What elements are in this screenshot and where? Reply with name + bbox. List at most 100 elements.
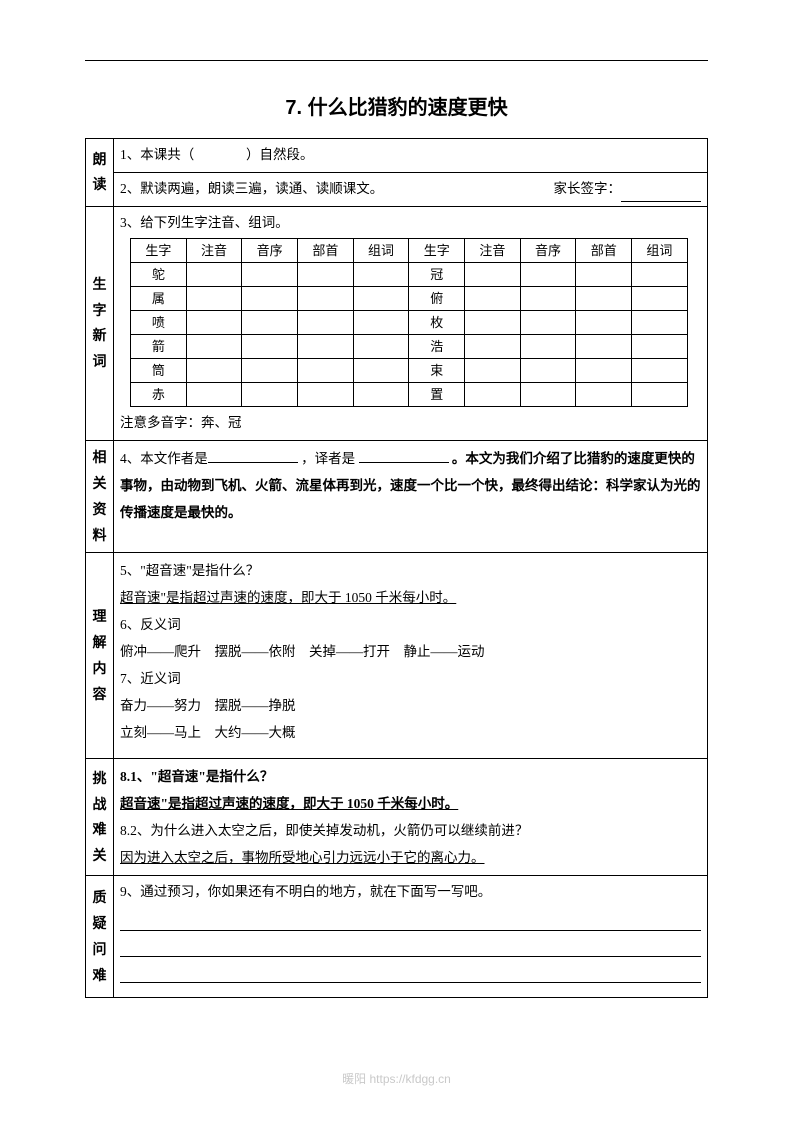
section-label-lijie: 理解内容 bbox=[86, 553, 114, 759]
a7b: 立刻——马上 大约——大概 bbox=[120, 719, 701, 746]
q2-text: 2、默读两遍，朗读三遍，读通、读顺课文。 bbox=[120, 177, 383, 202]
vocab-char: 鸵 bbox=[131, 262, 187, 286]
vocab-header: 部首 bbox=[298, 238, 354, 262]
sig-label: 家长签字： bbox=[554, 181, 622, 196]
vocab-blank[interactable] bbox=[298, 262, 354, 286]
vocab-blank[interactable] bbox=[520, 382, 576, 406]
vocab-blank[interactable] bbox=[465, 358, 521, 382]
a82: 因为进入太空之后，事物所受地心引力远远小于它的离心力。 bbox=[120, 850, 485, 865]
vocab-blank[interactable] bbox=[242, 310, 298, 334]
vocab-blank[interactable] bbox=[576, 334, 632, 358]
vocab-blank[interactable] bbox=[465, 262, 521, 286]
vocab-blank[interactable] bbox=[576, 358, 632, 382]
vocab-blank[interactable] bbox=[298, 310, 354, 334]
vocab-blank[interactable] bbox=[465, 310, 521, 334]
section-label-tiaozhan: 挑战难关 bbox=[86, 759, 114, 876]
vocab-header: 生字 bbox=[131, 238, 187, 262]
q3-intro: 3、给下列生字注音、组词。 bbox=[120, 211, 701, 236]
vocab-blank[interactable] bbox=[576, 262, 632, 286]
vocab-char: 枚 bbox=[409, 310, 465, 334]
vocab-blank[interactable] bbox=[353, 286, 409, 310]
vocab-blank[interactable] bbox=[186, 334, 242, 358]
vocab-blank[interactable] bbox=[520, 262, 576, 286]
answer-line-2[interactable] bbox=[120, 935, 701, 957]
vocab-blank[interactable] bbox=[298, 286, 354, 310]
q4-a: 4、本文作者是 bbox=[120, 451, 208, 466]
vocab-blank[interactable] bbox=[520, 334, 576, 358]
vocab-blank[interactable] bbox=[298, 382, 354, 406]
vocab-header: 部首 bbox=[576, 238, 632, 262]
vocab-blank[interactable] bbox=[576, 382, 632, 406]
vocab-blank[interactable] bbox=[242, 358, 298, 382]
translator-blank[interactable] bbox=[359, 449, 449, 463]
vocab-blank[interactable] bbox=[186, 310, 242, 334]
vocab-blank[interactable] bbox=[186, 382, 242, 406]
signature-area[interactable]: 家长签字： bbox=[554, 177, 702, 202]
q81: 8.1、"超音速"是指什么？ bbox=[120, 763, 701, 790]
vocab-header: 音序 bbox=[520, 238, 576, 262]
vocab-char: 束 bbox=[409, 358, 465, 382]
q5: 5、"超音速"是指什么？ bbox=[120, 557, 701, 584]
vocab-blank[interactable] bbox=[242, 334, 298, 358]
polyphone-note: 注意多音字：奔、冠 bbox=[120, 411, 701, 436]
vocab-header: 注音 bbox=[465, 238, 521, 262]
vocab-blank[interactable] bbox=[632, 262, 688, 286]
a5: 超音速"是指超过声速的速度，即大于 1050 千米每小时。 bbox=[120, 584, 701, 611]
vocab-char: 箭 bbox=[131, 334, 187, 358]
vocab-blank[interactable] bbox=[632, 334, 688, 358]
vocab-blank[interactable] bbox=[520, 286, 576, 310]
vocab-blank[interactable] bbox=[520, 310, 576, 334]
vocab-blank[interactable] bbox=[465, 286, 521, 310]
vocab-blank[interactable] bbox=[576, 310, 632, 334]
vocab-blank[interactable] bbox=[632, 358, 688, 382]
section-label-langdu: 朗读 bbox=[86, 139, 114, 207]
langdu-line2: 2、默读两遍，朗读三遍，读通、读顺课文。 家长签字： bbox=[114, 172, 708, 206]
langdu-line1: 1、本课共（ ）自然段。 bbox=[114, 139, 708, 173]
author-blank[interactable] bbox=[208, 449, 298, 463]
page-title: 7. 什么比猎豹的速度更快 bbox=[85, 91, 708, 120]
vocab-blank[interactable] bbox=[465, 382, 521, 406]
vocab-blank[interactable] bbox=[242, 262, 298, 286]
a81: 超音速"是指超过声速的速度，即大于 1050 千米每小时。 bbox=[120, 796, 458, 811]
main-table: 朗读 1、本课共（ ）自然段。 2、默读两遍，朗读三遍，读通、读顺课文。 家长签… bbox=[85, 138, 708, 998]
vocab-blank[interactable] bbox=[186, 262, 242, 286]
worksheet-page: 7. 什么比猎豹的速度更快 朗读 1、本课共（ ）自然段。 2、默读两遍，朗读三… bbox=[0, 0, 793, 1048]
top-rule bbox=[85, 60, 708, 61]
vocab-blank[interactable] bbox=[186, 358, 242, 382]
page-footer: 暖阳 https://kfdgg.cn bbox=[0, 1070, 793, 1087]
vocab-header: 组词 bbox=[353, 238, 409, 262]
vocab-blank[interactable] bbox=[520, 358, 576, 382]
vocab-blank[interactable] bbox=[632, 310, 688, 334]
tiaozhan-cell: 8.1、"超音速"是指什么？ 超音速"是指超过声速的速度，即大于 1050 千米… bbox=[114, 759, 708, 876]
answer-line-1[interactable] bbox=[120, 909, 701, 931]
vocab-blank[interactable] bbox=[353, 358, 409, 382]
vocab-blank[interactable] bbox=[353, 382, 409, 406]
vocab-blank[interactable] bbox=[632, 382, 688, 406]
vocab-blank[interactable] bbox=[353, 310, 409, 334]
vocab-blank[interactable] bbox=[298, 334, 354, 358]
vocab-table: 生字注音音序部首组词生字注音音序部首组词鸵冠属俯喷枚箭浩筒束赤置 bbox=[130, 238, 688, 407]
sig-line[interactable] bbox=[621, 201, 701, 202]
vocab-blank[interactable] bbox=[186, 286, 242, 310]
answer-line-3[interactable] bbox=[120, 961, 701, 983]
vocab-blank[interactable] bbox=[353, 334, 409, 358]
vocab-header: 生字 bbox=[409, 238, 465, 262]
zhiyi-cell: 9、通过预习，你如果还有不明白的地方，就在下面写一写吧。 bbox=[114, 876, 708, 998]
q82: 8.2、为什么进入太空之后，即使关掉发动机，火箭仍可以继续前进？ bbox=[120, 817, 701, 844]
section-label-shengzi: 生字新词 bbox=[86, 206, 114, 440]
q1-post: ）自然段。 bbox=[246, 147, 314, 162]
vocab-blank[interactable] bbox=[632, 286, 688, 310]
vocab-header: 注音 bbox=[186, 238, 242, 262]
vocab-blank[interactable] bbox=[242, 382, 298, 406]
vocab-blank[interactable] bbox=[353, 262, 409, 286]
vocab-header: 组词 bbox=[632, 238, 688, 262]
q9: 9、通过预习，你如果还有不明白的地方，就在下面写一写吧。 bbox=[120, 880, 701, 905]
q4-b: ，译者是 bbox=[301, 451, 355, 466]
vocab-blank[interactable] bbox=[465, 334, 521, 358]
vocab-char: 置 bbox=[409, 382, 465, 406]
vocab-char: 俯 bbox=[409, 286, 465, 310]
vocab-blank[interactable] bbox=[576, 286, 632, 310]
vocab-blank[interactable] bbox=[242, 286, 298, 310]
vocab-blank[interactable] bbox=[298, 358, 354, 382]
q6: 6、反义词 bbox=[120, 611, 701, 638]
